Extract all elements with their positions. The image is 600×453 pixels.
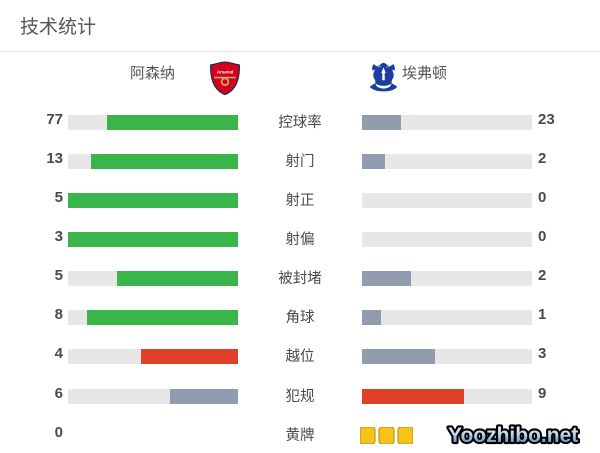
svg-text:Yoozhibo.net: Yoozhibo.net — [448, 424, 578, 447]
svg-text:Arsenal: Arsenal — [216, 70, 234, 75]
